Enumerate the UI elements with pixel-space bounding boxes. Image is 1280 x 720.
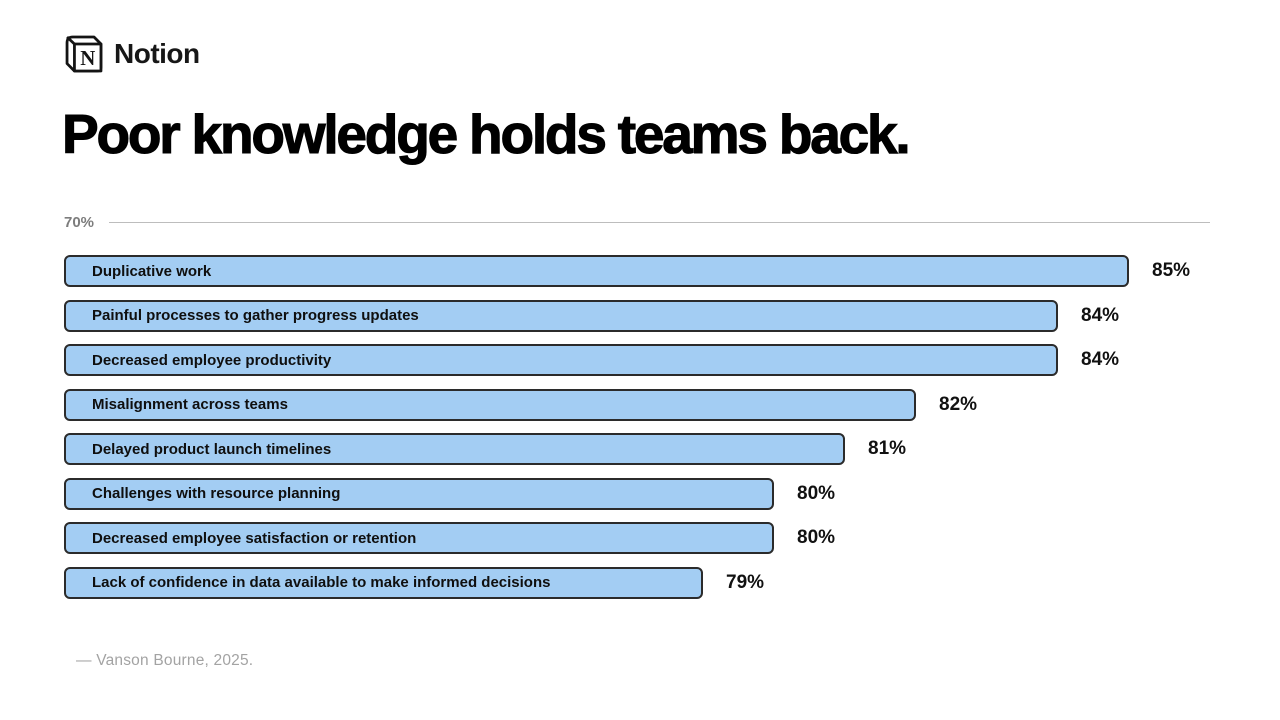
bars-container: Duplicative work 85% Painful processes to … — [64, 255, 1210, 599]
bar: Delayed product launch timelines — [64, 433, 845, 465]
brand-name: Notion — [114, 38, 200, 69]
bar-label: Lack of confidence in data available to … — [92, 574, 551, 591]
axis-baseline-label: 70% — [64, 213, 95, 231]
bar-value: 84% — [1081, 304, 1120, 326]
bar-row: Decreased employee productivity 84% — [64, 344, 1210, 376]
bar-label: Decreased employee satisfaction or reten… — [92, 529, 417, 547]
bar-value: 84% — [1081, 349, 1120, 370]
bar-value: 79% — [726, 571, 765, 593]
bar-label: Misalignment across teams — [92, 396, 288, 413]
bar-value: 82% — [939, 393, 978, 415]
bar-row: Delayed product launch timelines 81% — [64, 433, 1210, 465]
bar-row: Painful processes to gather progress upd… — [64, 299, 1210, 332]
bar-value: 80% — [797, 527, 836, 548]
bar-row: Lack of confidence in data available to … — [64, 566, 1210, 599]
bar-label: Decreased employee productivity — [92, 351, 332, 369]
bar-value: 80% — [797, 482, 836, 504]
bar-row: Misalignment across teams 82% — [64, 388, 1210, 421]
source-citation: — Vanson Bourne, 2025. — [76, 652, 254, 669]
bar: Duplicative work — [64, 255, 1129, 287]
bar-label: Delayed product launch timelines — [92, 440, 332, 458]
notion-logo-icon: N — [65, 35, 103, 73]
bar-row: Duplicative work 85% — [64, 255, 1210, 287]
bar-row: Decreased employee satisfaction or reten… — [64, 522, 1210, 554]
bar-value: 81% — [868, 438, 907, 459]
axis-row: 70% — [64, 213, 1210, 231]
bar-label: Challenges with resource planning — [92, 485, 341, 502]
brand: N Notion — [64, 33, 200, 75]
bar-label: Duplicative work — [92, 262, 212, 280]
bar: Decreased employee satisfaction or reten… — [64, 522, 774, 554]
bar: Challenges with resource planning — [64, 477, 774, 510]
page-title: Poor knowledge holds teams back. — [61, 102, 911, 165]
axis-baseline-line — [109, 221, 1210, 223]
bar-value: 85% — [1152, 260, 1191, 281]
bar: Misalignment across teams — [64, 388, 916, 421]
bar-row: Challenges with resource planning 80% — [64, 477, 1210, 510]
bar: Painful processes to gather progress upd… — [64, 299, 1058, 332]
bar-chart: 70% Duplicative work 85% Painful processes… — [64, 214, 1210, 599]
bar-label: Painful processes to gather progress upd… — [92, 307, 419, 324]
bar: Decreased employee productivity — [64, 344, 1058, 376]
svg-text:N: N — [80, 46, 95, 70]
bar: Lack of confidence in data available to … — [64, 566, 703, 599]
